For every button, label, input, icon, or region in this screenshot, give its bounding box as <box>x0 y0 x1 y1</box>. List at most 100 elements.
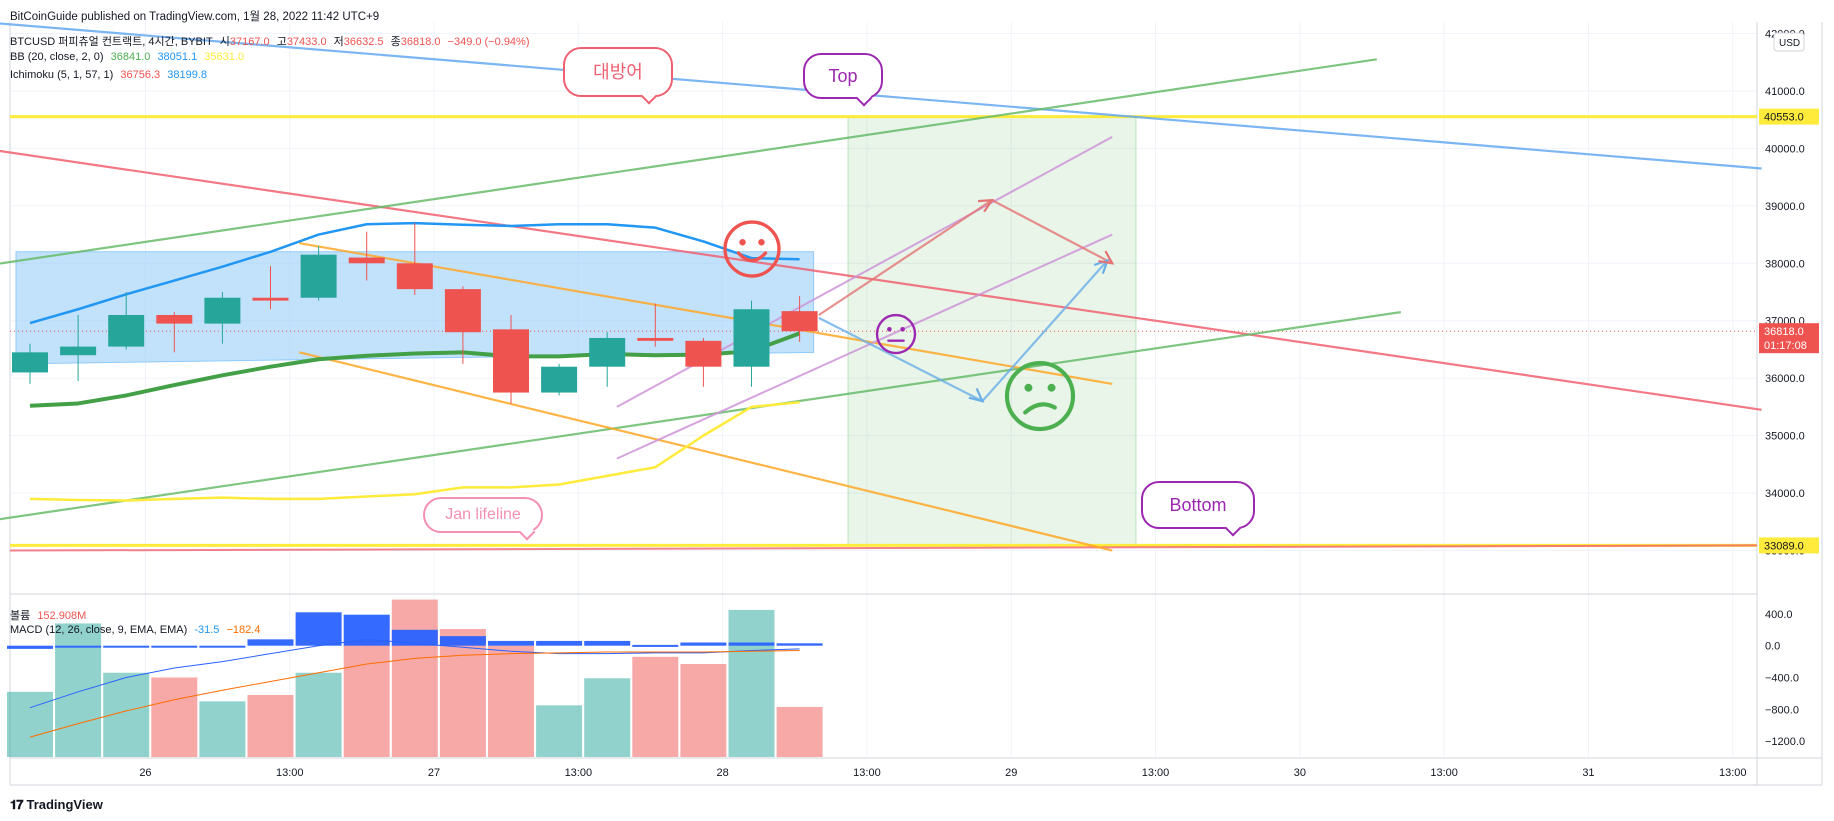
candle-body <box>637 337 674 341</box>
bb-legend-row[interactable]: BB (20, close, 2, 0) 36841.0 38051.1 356… <box>10 51 248 63</box>
bottom-trend-line <box>9 544 1758 552</box>
signal-value: −182.4 <box>226 624 261 636</box>
candle-body <box>493 329 529 393</box>
publisher-line: BitCoinGuide published on TradingView.co… <box>10 11 380 23</box>
candle-body <box>541 366 578 393</box>
macd-histogram-bar <box>55 645 102 648</box>
happy-face-icon-mouth <box>736 251 768 263</box>
change-value: −349.0 (−0.94%) <box>447 36 530 48</box>
volume-bar <box>391 599 438 757</box>
bb-lower-line <box>29 331 801 408</box>
macd-label: MACD (12, 26, close, 9, EMA, EMA) <box>10 624 188 636</box>
close-value: 36818.0 <box>400 36 441 48</box>
orange-lower-line <box>299 351 1113 552</box>
high-label: 고 <box>276 36 287 48</box>
macd-tick-label: 0.0 <box>1765 641 1780 653</box>
high-value: 37433.0 <box>286 36 327 48</box>
yellow-line <box>29 401 800 502</box>
bb-label: BB (20, close, 2, 0) <box>10 51 104 63</box>
ichimoku-b-value: 38199.8 <box>167 69 207 81</box>
jan-lifeline-callout[interactable]: Jan lifeline <box>423 497 543 533</box>
volume-bar <box>295 672 342 757</box>
macd-line <box>29 638 800 709</box>
macd-histogram-bar <box>536 640 583 646</box>
footer-brand: TradingView <box>26 797 103 812</box>
candle-body <box>12 352 48 373</box>
price-tick-label: 40000.0 <box>1765 143 1805 155</box>
volume-legend-row[interactable]: 볼륨 152.908M <box>10 607 90 623</box>
tradingview-logo-icon: 𝟏𝟕 <box>10 797 24 812</box>
countdown-label: 01:17:08 <box>1764 340 1807 352</box>
candle-body <box>108 314 145 347</box>
ichimoku-label: Ichimoku (5, 1, 57, 1) <box>10 69 114 81</box>
volume-label: 볼륨 <box>10 610 31 622</box>
volume-bar <box>343 640 390 757</box>
defense-callout[interactable]: 대방어 <box>563 47 673 97</box>
time-tick-label: 26 <box>139 767 151 779</box>
happy-face-icon-eye-left <box>739 239 746 246</box>
volume-bar <box>536 705 583 757</box>
worried-face-icon-outline <box>1004 360 1076 432</box>
candle-body <box>781 311 818 332</box>
purple-lower-line <box>616 233 1113 460</box>
signal-line <box>29 649 800 738</box>
symbol-legend-row: BTCUSD 퍼피츄얼 컨트랙트, 4시간, BYBIT 시37167.0 고3… <box>10 33 534 49</box>
neutral-face-icon-eye-right <box>900 326 905 332</box>
volume-value: 152.908M <box>37 610 87 622</box>
unit-box <box>1773 32 1805 52</box>
bottom-callout[interactable]: Bottom <box>1141 481 1255 529</box>
volume-bar <box>7 691 53 757</box>
macd-tick-label: −400.0 <box>1765 673 1799 685</box>
tradingview-footer[interactable]: 𝟏𝟕 TradingView <box>10 797 103 813</box>
macd-histogram-bar <box>439 636 486 646</box>
neutral-face-icon-eye-left <box>887 326 892 332</box>
ichimoku-cloud <box>15 251 815 365</box>
low-label: 저 <box>333 36 344 48</box>
volume-bar <box>728 609 775 757</box>
orange-upper-line <box>299 242 1113 386</box>
macd-histogram-bar <box>295 612 342 646</box>
time-tick-label: 13:00 <box>853 767 881 779</box>
macd-tick-label: −1200.0 <box>1765 736 1805 748</box>
candle-body <box>685 340 722 367</box>
close-label: 종 <box>390 36 401 48</box>
green-upper-channel-line <box>0 58 1377 265</box>
open-label: 시 <box>219 36 230 48</box>
macd-histogram-bar <box>488 640 534 646</box>
candle-body <box>300 254 337 298</box>
happy-face-icon-eye-right <box>758 239 765 246</box>
price-tick-label: 38000.0 <box>1765 258 1805 270</box>
time-tick-label: 13:00 <box>1142 767 1170 779</box>
candle-body <box>444 289 481 333</box>
price-label-box <box>1759 323 1819 354</box>
blue-arrowhead-end <box>1093 258 1110 274</box>
red-arrowhead-end <box>1098 250 1115 265</box>
candle-body <box>156 314 193 324</box>
price-label-box <box>1759 537 1819 554</box>
macd-tick-label: −800.0 <box>1765 704 1799 716</box>
ichimoku-legend-row[interactable]: Ichimoku (5, 1, 57, 1) 36756.3 38199.8 <box>10 69 211 81</box>
time-tick-label: 13:00 <box>565 767 593 779</box>
bb-upper-value: 38051.1 <box>157 51 198 63</box>
candle-body <box>60 346 97 356</box>
macd-histogram-bar <box>103 645 150 648</box>
candle-body <box>733 309 770 367</box>
bb-basis-value: 36841.0 <box>110 51 151 63</box>
price-label-text: 40553.0 <box>1764 112 1804 124</box>
happy-face-icon-outline <box>723 220 781 278</box>
bb-lower-value: 35631.0 <box>204 51 245 63</box>
symbol-title[interactable]: BTCUSD 퍼피츄얼 컨트랙트, 4시간, BYBIT <box>10 36 213 48</box>
macd-legend-row[interactable]: MACD (12, 26, close, 9, EMA, EMA) -31.5 … <box>10 624 264 636</box>
top-callout[interactable]: Top <box>803 53 883 99</box>
macd-histogram-bar <box>584 640 631 646</box>
price-label-box <box>1759 108 1819 125</box>
blue-arrowhead-mid <box>968 387 985 403</box>
macd-histogram-bar <box>776 643 823 646</box>
macd-tick-label: 400.0 <box>1765 609 1793 621</box>
time-tick-label: 13:00 <box>1719 767 1747 779</box>
low-value: 36632.5 <box>343 36 384 48</box>
time-tick-label: 13:00 <box>1430 767 1458 779</box>
macd-value: -31.5 <box>194 624 220 636</box>
macd-histogram-bar <box>199 645 246 648</box>
